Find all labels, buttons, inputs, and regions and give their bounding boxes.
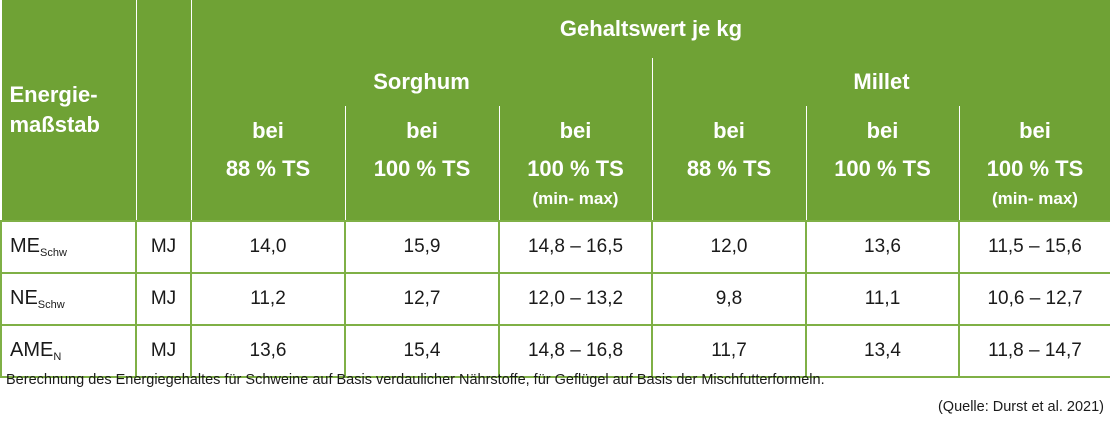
unit-cell: MJ [135,273,192,326]
corner-header: Energie- maßstab [0,0,137,221]
table-row: AMEN MJ 13,6 15,4 14,8 – 16,8 11,7 13,4 11,8 – … [0,325,1110,378]
sorghum-header: Sorghum [190,58,653,106]
column-header: bei 88 % TS [190,106,346,221]
unit-cell: MJ [135,325,192,378]
unit-cell: MJ [135,220,192,274]
column-header: bei 100 % TS [805,106,960,221]
value-cell: 15,9 [344,220,500,274]
value-cell: 12,0 – 13,2 [498,273,653,326]
value-cell: 9,8 [651,273,807,326]
value-cell: 14,8 – 16,5 [498,220,653,274]
value-cell: 11,1 [805,273,960,326]
value-cell: 12,7 [344,273,500,326]
value-cell: 10,6 – 12,7 [958,273,1110,326]
footnote: Berechnung des Energiegehaltes für Schwe… [6,372,825,388]
value-cell: 14,0 [190,220,346,274]
value-cell: 12,0 [651,220,807,274]
column-header: bei 88 % TS [651,106,807,221]
value-cell: 11,5 – 15,6 [958,220,1110,274]
value-cell: 14,8 – 16,8 [498,325,653,378]
value-cell: 13,4 [805,325,960,378]
energy-table: Energie- maßstab Gehaltswert je kg Sorgh… [0,0,1110,378]
row-label: AMEN [0,325,137,378]
column-header: bei 100 % TS [344,106,500,221]
value-cell: 11,7 [651,325,807,378]
group-title: Gehaltswert je kg [190,0,1110,58]
column-header: bei 100 % TS (min- max) [498,106,653,221]
row-label: NESchw [0,273,137,326]
value-cell: 13,6 [805,220,960,274]
row-label: MESchw [0,220,137,274]
column-header: bei 100 % TS (min- max) [958,106,1110,221]
value-cell: 11,2 [190,273,346,326]
millet-header: Millet [651,58,1110,106]
table-row: NESchw MJ 11,2 12,7 12,0 – 13,2 9,8 11,1 10,6 –… [0,273,1110,326]
value-cell: 11,8 – 14,7 [958,325,1110,378]
value-cell: 15,4 [344,325,500,378]
source-note: (Quelle: Durst et al. 2021) [937,399,1104,415]
value-cell: 13,6 [190,325,346,378]
unit-header [135,0,192,221]
table-row: MESchw MJ 14,0 15,9 14,8 – 16,5 12,0 13,6 11,5 … [0,220,1110,274]
